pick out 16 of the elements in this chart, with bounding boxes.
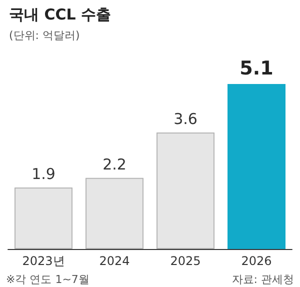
data-label: 5.1: [240, 58, 274, 80]
data-label: 3.6: [174, 110, 198, 128]
chart-subtitle: (단위: 억달러): [9, 29, 80, 42]
bar: [14, 188, 72, 249]
text: ※각 연도 1~7월: [6, 273, 90, 286]
x-tick-label: 2024: [99, 254, 130, 268]
data-label: 2.2: [102, 155, 126, 174]
chart-title: 국내 CCL 수출: [9, 6, 112, 24]
x-tick-label: 2026: [241, 254, 272, 268]
bar: [228, 84, 286, 249]
text: 자료: 관세청: [232, 273, 294, 286]
bar: [86, 178, 144, 249]
x-tick-label: 2023년: [22, 254, 65, 268]
x-tick-label: 2025: [170, 254, 201, 268]
bar: [156, 132, 214, 249]
data-label: 1.9: [32, 165, 56, 184]
